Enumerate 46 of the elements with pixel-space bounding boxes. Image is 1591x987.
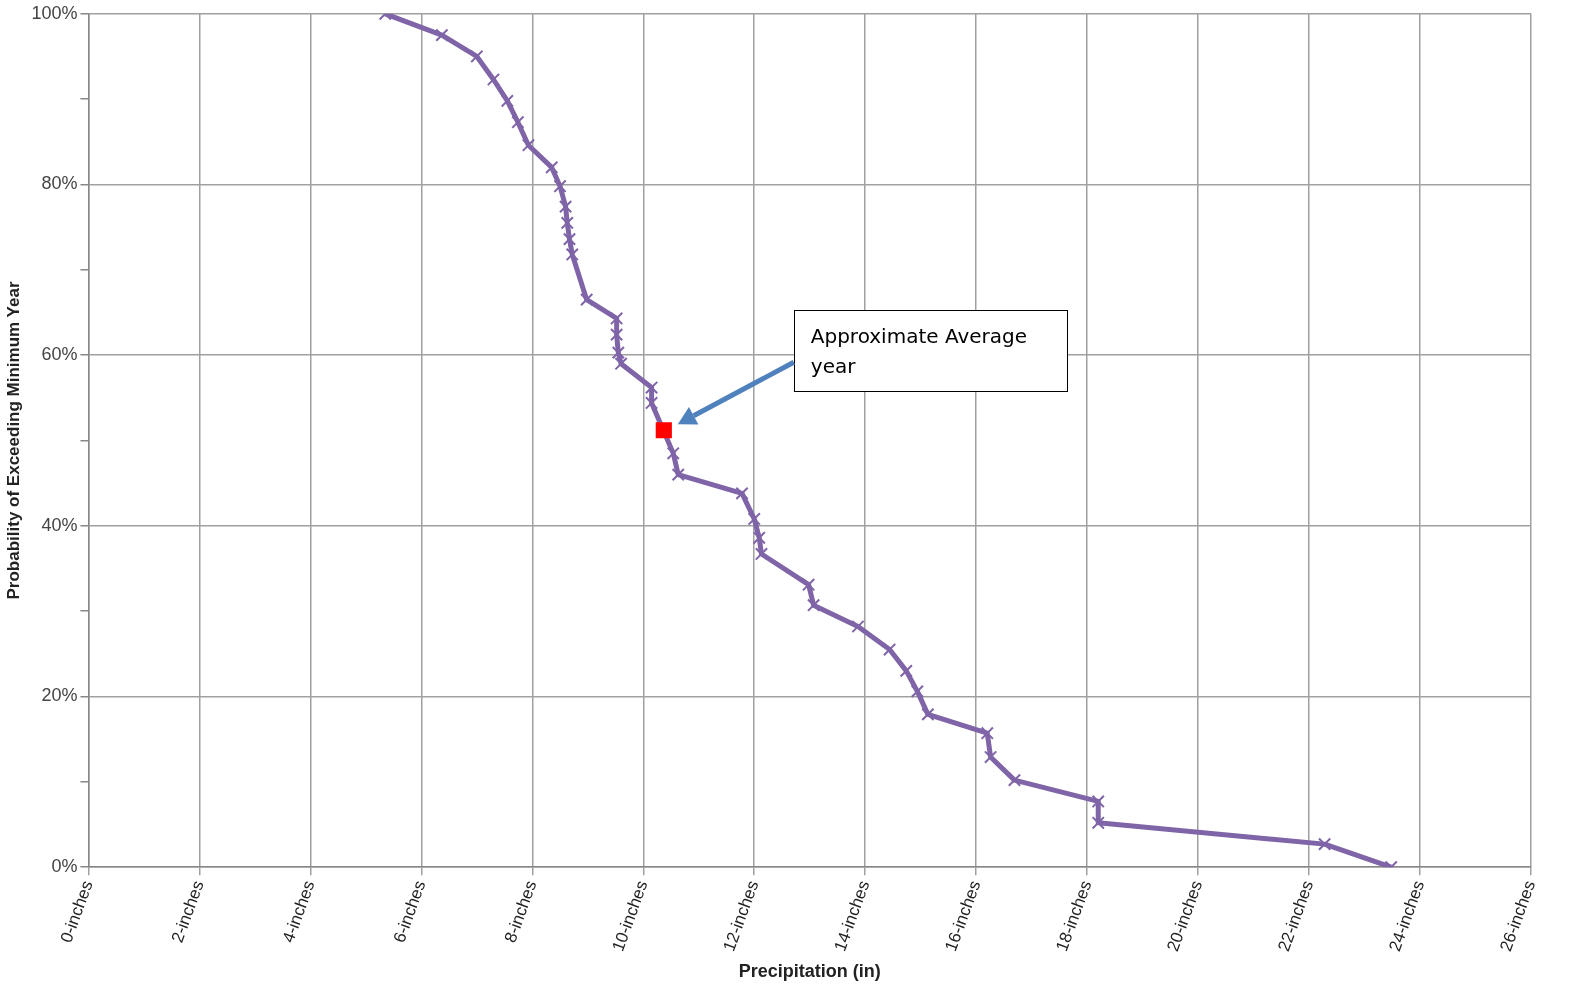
point (545, 160, 559, 175)
y-axis-title: Probability of Exceeding Minimum Year (3, 281, 23, 600)
point (980, 726, 994, 740)
point (1091, 816, 1105, 830)
point (511, 115, 525, 129)
point (500, 94, 514, 108)
point (553, 179, 567, 193)
point (644, 396, 659, 410)
annotation: Approximate Average year (793, 310, 1068, 393)
point (910, 684, 925, 699)
point (899, 664, 913, 678)
point (983, 750, 998, 764)
point (609, 328, 624, 342)
point (882, 642, 897, 657)
point (580, 293, 594, 307)
point (921, 707, 935, 722)
y-tick-label: 20% (41, 685, 78, 706)
point (655, 422, 672, 439)
point (609, 311, 624, 326)
point (435, 28, 449, 42)
point (1091, 794, 1105, 809)
point (644, 380, 659, 395)
y-tick-label: 80% (41, 173, 78, 194)
point (851, 619, 865, 634)
point (666, 446, 680, 460)
y-tick-label: 0% (51, 856, 78, 877)
x-axis-title: Precipitation (in) (738, 961, 881, 982)
y-tick-label: 60% (41, 344, 78, 365)
point (671, 467, 685, 482)
point (801, 578, 816, 592)
point (470, 49, 484, 64)
point (1317, 837, 1332, 851)
point (521, 138, 536, 152)
y-tick-label: 100% (31, 2, 78, 23)
point (486, 72, 501, 87)
point (558, 200, 573, 214)
point (806, 598, 821, 612)
point (747, 512, 761, 526)
point (560, 216, 574, 230)
point (565, 247, 579, 262)
point (752, 531, 766, 545)
point (735, 486, 749, 501)
point (562, 232, 577, 246)
point (754, 547, 769, 561)
point (1007, 773, 1022, 787)
y-tick-label: 40% (41, 514, 78, 535)
